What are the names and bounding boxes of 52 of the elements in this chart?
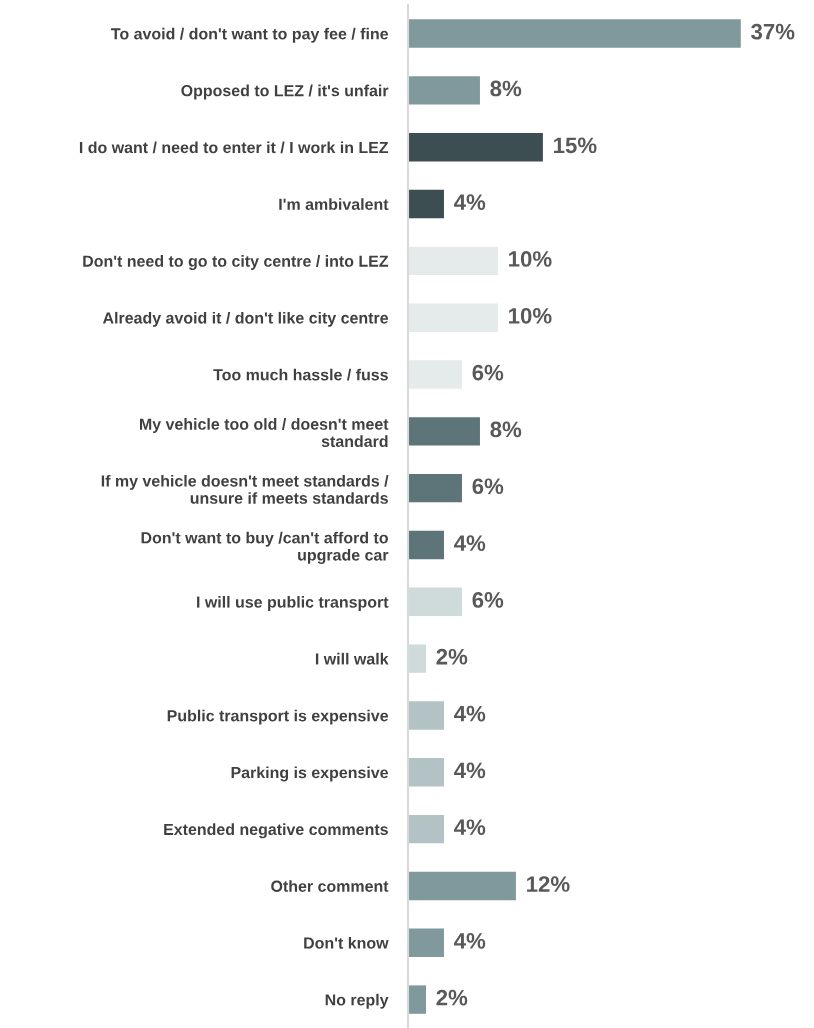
data-label: 10% (509, 251, 552, 267)
data-label: 6% (472, 478, 504, 495)
y-tick-label: To avoid / don't want to pay fee / fine (111, 27, 389, 43)
data-label: 8% (490, 80, 522, 97)
data-label: 2% (436, 989, 468, 1006)
y-tick-label: I will walk (315, 652, 389, 665)
bar (408, 76, 480, 105)
data-label: 6% (472, 592, 504, 608)
y-tick-label: I will use public transport (197, 596, 389, 611)
y-tick-label: I'm ambivalent (279, 198, 389, 210)
data-label: 12% (527, 876, 570, 892)
data-label: 2% (436, 648, 468, 665)
bar (408, 246, 498, 276)
y-tick-label: Don't want to buy /can't afford to upgrade car (141, 531, 389, 564)
data-label: 4% (454, 535, 486, 551)
y-tick-label: If my vehicle doesn't meet standards / unsure if meets standards (101, 474, 389, 504)
bar (408, 701, 444, 730)
y-tick-label: Too much hassle / fuss (213, 368, 388, 381)
bar (408, 189, 444, 219)
data-label: 8% (490, 421, 522, 438)
data-label: 15% (554, 137, 597, 154)
bar (408, 871, 516, 901)
y-tick-label: Other comment (271, 880, 389, 892)
data-label: 6% (472, 364, 504, 381)
y-tick-label: I do want / need to enter it / I work in LEZ (79, 141, 389, 154)
bar (408, 303, 498, 332)
y-tick-label: Don't need to go to city centre / into LEZ (83, 255, 389, 271)
y-tick-label: Parking is expensive (231, 766, 389, 782)
y-tick-label: Extended negative comments (164, 823, 388, 839)
data-label: 4% (454, 705, 486, 722)
y-tick-label: Already avoid it / don't like city centre (102, 311, 389, 327)
bar (408, 985, 426, 1014)
y-tick-label: Public transport is expensive (167, 709, 389, 725)
bar (408, 758, 444, 787)
data-label: 4% (454, 762, 486, 779)
data-label: 37% (751, 23, 795, 40)
bar (408, 19, 741, 48)
bar (408, 417, 480, 446)
y-tick-label: Don't know (304, 936, 389, 949)
bar (408, 473, 462, 503)
data-label: 4% (454, 819, 486, 836)
y-tick-label: No reply (325, 993, 389, 1009)
data-label: 4% (454, 933, 486, 949)
data-label: 10% (509, 307, 552, 324)
y-tick-label: Opposed to LEZ / it's unfair (181, 84, 389, 100)
data-label: 4% (454, 194, 486, 210)
bar (408, 928, 444, 957)
bar (408, 360, 462, 389)
y-tick-label: My vehicle too old / doesn't meet standard (140, 418, 389, 448)
bar (408, 133, 543, 162)
bar (408, 530, 444, 560)
bar (408, 814, 444, 844)
